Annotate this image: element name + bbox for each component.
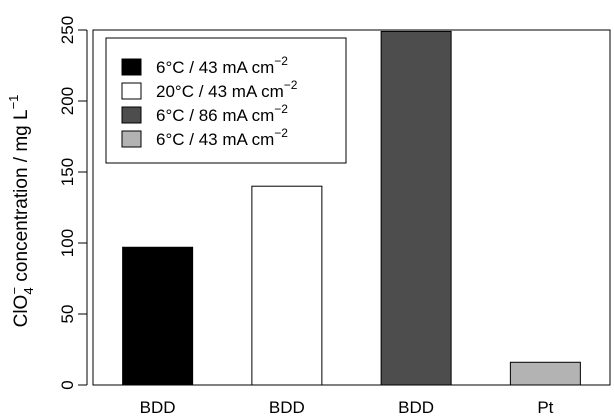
- legend-box: [105, 37, 347, 164]
- bar-3: [509, 361, 581, 386]
- x-tick-label: BDD: [269, 398, 305, 417]
- bar-1: [251, 185, 323, 386]
- y-tick-label: 200: [58, 87, 77, 115]
- x-tick-label: BDD: [398, 398, 434, 417]
- x-tick-label: Pt: [537, 398, 553, 417]
- y-tick-label: 0: [58, 380, 77, 389]
- legend-label: 6°C / 43 mA cm−2: [156, 126, 288, 149]
- y-axis-label: ClO4− concentration / mg L−1: [6, 95, 36, 328]
- legend-swatch: [121, 106, 142, 124]
- legend-swatch: [121, 130, 142, 148]
- legend-label: 6°C / 86 mA cm−2: [156, 102, 288, 125]
- bar-2: [380, 30, 452, 386]
- x-tick-label: BDD: [140, 398, 176, 417]
- y-tick-label: 250: [58, 16, 77, 44]
- legend-label: 6°C / 43 mA cm−2: [156, 54, 288, 77]
- y-tick-label: 50: [58, 305, 77, 324]
- legend-label: 20°C / 43 mA cm−2: [156, 78, 298, 101]
- bar-0: [122, 246, 194, 386]
- y-tick-label: 100: [58, 229, 77, 257]
- plot-frame: [92, 29, 611, 386]
- y-tick-label: 150: [58, 158, 77, 186]
- legend-swatch: [121, 58, 142, 76]
- legend-swatch: [121, 82, 142, 100]
